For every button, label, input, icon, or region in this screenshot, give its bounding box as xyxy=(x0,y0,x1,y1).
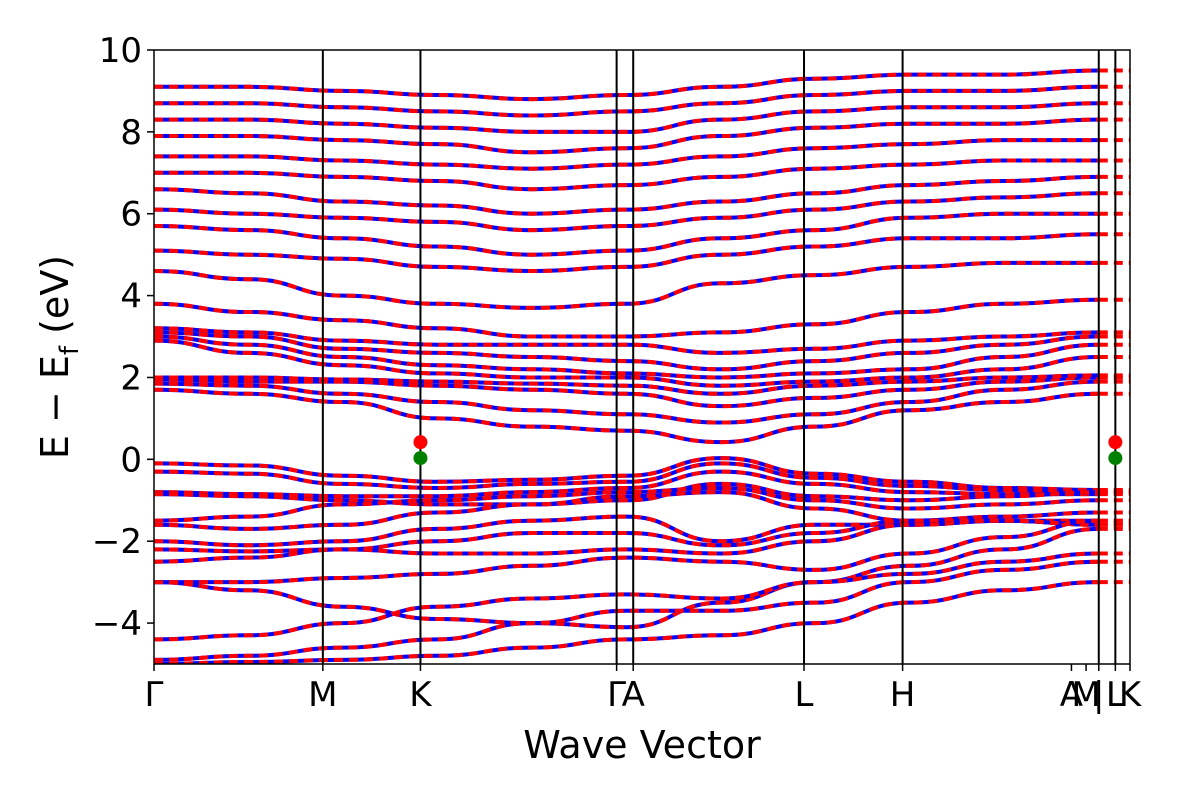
band-line-comparison xyxy=(154,326,1099,355)
band-line-comparison xyxy=(154,174,1099,216)
y-tick-label: 6 xyxy=(120,195,142,235)
band-line-comparison xyxy=(154,518,1099,564)
band-line-comparison xyxy=(154,297,1099,339)
band-line-comparison xyxy=(154,138,1099,171)
y-axis-title-subscript: f xyxy=(55,345,85,355)
kpath-lines xyxy=(321,50,1117,664)
band-line-comparison xyxy=(154,461,1099,495)
band-line-comparison xyxy=(154,379,1099,425)
band-line-comparison xyxy=(154,334,1099,380)
band-line-comparison xyxy=(154,551,1099,642)
band-line-comparison xyxy=(154,481,1099,507)
band-line-comparison xyxy=(154,518,1099,554)
band-line-reference xyxy=(154,379,1099,425)
x-tick-label: Γ xyxy=(145,675,164,715)
band-line-comparison xyxy=(154,232,1099,274)
x-axis-ticks: Γ M K ΓA L H AM| LK xyxy=(145,664,1143,715)
band-line-comparison xyxy=(154,559,1099,662)
band-line-comparison xyxy=(154,518,1099,585)
y-tick-label: 4 xyxy=(120,277,142,317)
band-line-comparison xyxy=(154,211,1099,257)
band-line-comparison xyxy=(154,260,1099,310)
band-line-comparison xyxy=(154,84,1099,118)
y-axis-ticks: 10 8 6 4 2 0 −2 −4 xyxy=(92,31,154,644)
plot-frame xyxy=(153,49,1131,665)
band-line-comparison xyxy=(154,375,1099,409)
x-tick-label: M xyxy=(308,675,337,715)
band-edge-marker xyxy=(413,451,428,466)
y-axis-title: E − Ef (eV) xyxy=(33,255,85,459)
x-tick-label: Γ xyxy=(607,675,626,715)
band-line-comparison xyxy=(154,580,1099,664)
x-tick-label: | xyxy=(1093,675,1104,715)
x-tick-label: L xyxy=(1106,675,1125,715)
bands-layer xyxy=(154,68,1130,664)
y-tick-label: 10 xyxy=(99,31,142,71)
x-tick-label: A xyxy=(622,675,645,715)
y-tick-label: 0 xyxy=(120,440,142,480)
band-line-comparison xyxy=(154,101,1099,134)
y-tick-label: −4 xyxy=(92,604,142,644)
band-line-comparison xyxy=(154,469,1099,499)
band-line-comparison xyxy=(154,485,1099,523)
band-line-comparison xyxy=(154,191,1099,233)
band-line-comparison xyxy=(154,373,1099,396)
y-tick-label: 2 xyxy=(120,358,142,398)
x-tick-label: K xyxy=(1119,675,1143,715)
band-edge-marker xyxy=(413,435,428,450)
x-tick-label: A xyxy=(1060,675,1083,715)
y-axis-title-unit: (eV) xyxy=(33,255,77,346)
x-tick-label: K xyxy=(409,675,433,715)
band-edge-marker xyxy=(1108,435,1123,450)
band-line-comparison xyxy=(154,338,1099,388)
band-line-comparison xyxy=(154,526,1099,630)
band-edge-marker xyxy=(1108,451,1123,466)
x-tick-label: H xyxy=(890,675,916,715)
y-axis-title-main: E − E xyxy=(33,355,77,459)
y-tick-label: −2 xyxy=(92,522,142,562)
band-line-comparison xyxy=(154,68,1099,102)
x-tick-label: M xyxy=(1071,675,1100,715)
band-line-comparison xyxy=(154,387,1099,445)
band-edge-markers xyxy=(413,435,1123,466)
band-line-comparison xyxy=(154,330,1099,372)
x-axis-title: Wave Vector xyxy=(523,723,761,767)
band-line-comparison xyxy=(154,117,1099,155)
x-tick-label: L xyxy=(795,675,814,715)
y-tick-label: 8 xyxy=(120,113,142,153)
band-line-comparison xyxy=(154,456,1099,492)
band-line-reference xyxy=(154,101,1099,134)
band-line-comparison xyxy=(154,158,1099,192)
